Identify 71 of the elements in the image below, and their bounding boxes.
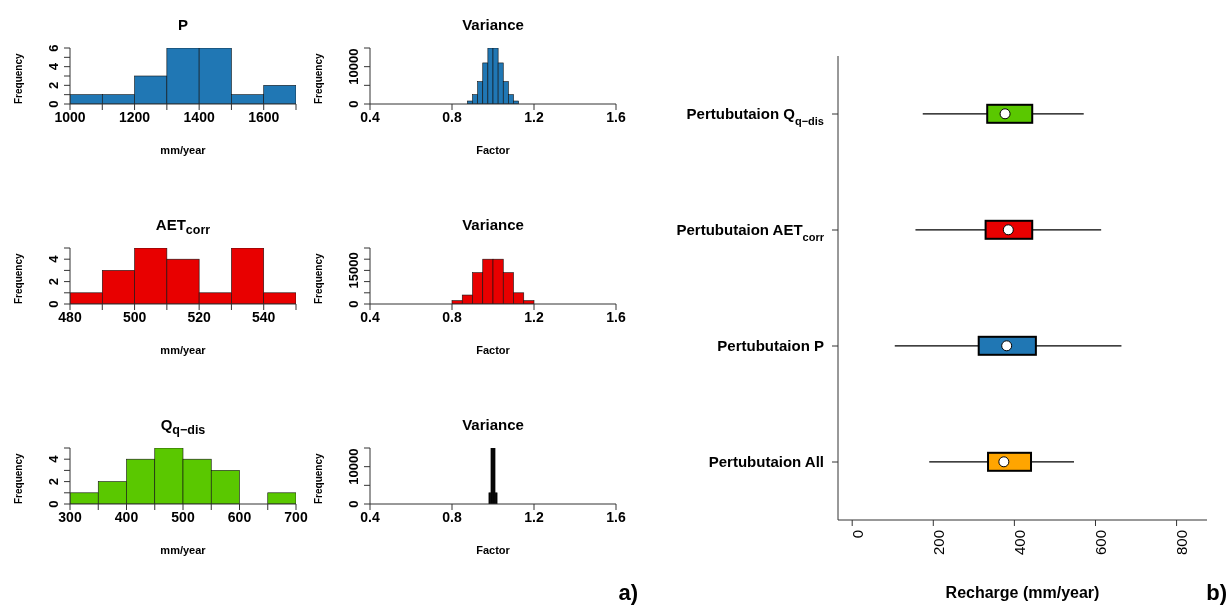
chart-title: Q$_{q−dis}$ (159, 416, 207, 437)
x-tick-label: 600 (1092, 530, 1110, 556)
y-tick-label: Pertubutaion All (708, 453, 824, 470)
x-tick-label: 0.4 (360, 108, 380, 125)
y-tick-label: 2 (46, 81, 61, 89)
y-tick-label: 2 (46, 277, 61, 286)
x-tick-label: 1.6 (606, 508, 626, 525)
x-tick-label: 540 (252, 308, 276, 325)
y-tick-label: 0 (346, 300, 361, 308)
x-axis-title: Recharge (mm/year) (945, 584, 1100, 601)
x-tick-label: 1400 (183, 108, 215, 125)
x-axis-title: mm/year (160, 344, 207, 356)
y-tick-label: Pertubutaion AET$_{corr}$ (676, 221, 825, 243)
x-tick-label: 200 (929, 530, 947, 556)
x-axis-title: mm/year (160, 544, 207, 556)
x-tick-label: 0.8 (442, 308, 462, 325)
y-tick-label: 0 (46, 300, 61, 308)
y-tick-label: 0 (346, 100, 361, 108)
x-tick-label: 1.6 (606, 308, 626, 325)
text: a) (618, 580, 638, 606)
y-tick-label: 15000 (346, 252, 361, 289)
y-tick-label: 6 (46, 44, 61, 52)
chart-title: Variance (461, 16, 525, 33)
text: b) (1206, 580, 1227, 606)
y-tick-label: Pertubutaion P (717, 337, 824, 354)
x-axis-title: mm/year (160, 144, 207, 156)
y-tick-label: 10000 (346, 48, 361, 85)
y-axis-title: Frequency (312, 52, 324, 104)
x-tick-label: 1200 (118, 108, 151, 125)
y-tick-label: 4 (46, 454, 61, 463)
x-axis-title: Factor (476, 344, 511, 356)
x-axis-title: Factor (476, 544, 511, 556)
y-tick-label: 4 (46, 62, 61, 71)
x-tick-label: 0.4 (360, 508, 380, 525)
x-tick-label: 0.8 (442, 508, 462, 525)
chart-title: Variance (461, 416, 525, 433)
y-axis-title: Frequency (312, 452, 324, 504)
x-tick-label: 300 (58, 508, 82, 525)
y-tick-label: 0 (46, 500, 61, 508)
y-tick-label: 0 (346, 500, 361, 508)
y-axis-title: Frequency (12, 52, 24, 104)
x-tick-label: 800 (1173, 530, 1191, 556)
chart-title: Variance (461, 216, 525, 233)
x-tick-label: 0.8 (442, 108, 462, 125)
x-tick-label: 600 (227, 508, 252, 525)
y-axis-title: Frequency (12, 452, 24, 504)
x-tick-label: 500 (122, 308, 147, 325)
y-tick-label: 0 (46, 100, 61, 108)
x-tick-label: 1.6 (606, 108, 626, 125)
y-axis-title: Frequency (312, 252, 324, 304)
x-tick-label: 400 (114, 508, 139, 525)
y-tick-label: 10000 (346, 448, 361, 485)
x-tick-label: 1600 (248, 108, 280, 125)
chart-title: P (177, 16, 189, 33)
x-tick-label: 1000 (54, 108, 86, 125)
y-axis-title: Frequency (12, 252, 24, 304)
x-tick-label: 520 (187, 308, 212, 325)
x-tick-label: 1.2 (524, 308, 544, 325)
x-tick-label: 500 (171, 508, 195, 525)
chart-title: AET$_{corr}$ (154, 216, 212, 237)
x-tick-label: 1.2 (524, 108, 544, 125)
y-tick-label: 4 (46, 254, 61, 263)
x-tick-label: 1.2 (524, 508, 544, 525)
x-tick-label: 400 (1011, 530, 1029, 556)
x-tick-label: 0.4 (360, 308, 380, 325)
x-tick-label: 700 (284, 508, 308, 525)
y-tick-label: Pertubutaion Q$_{q−dis}$ (686, 105, 824, 127)
x-tick-label: 0 (848, 530, 866, 539)
y-tick-label: 2 (46, 477, 61, 486)
x-axis-title: Factor (476, 144, 511, 156)
x-tick-label: 480 (58, 308, 82, 325)
